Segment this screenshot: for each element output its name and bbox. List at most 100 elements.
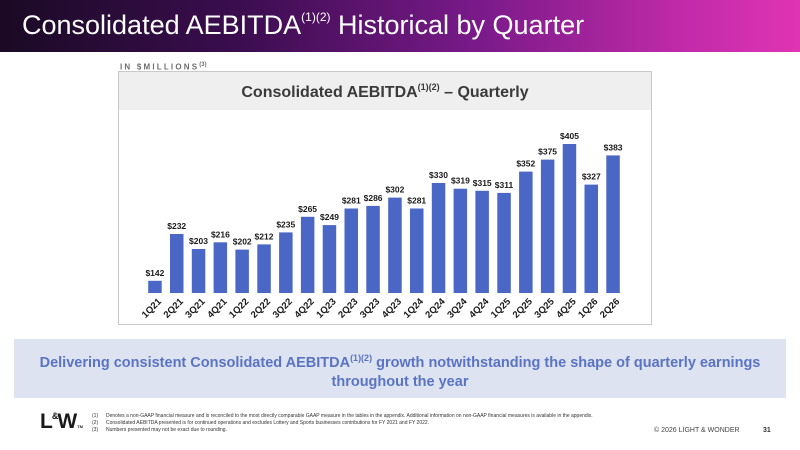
bar-1Q26 bbox=[584, 184, 598, 293]
bar-2Q23 bbox=[344, 208, 358, 293]
bar-1Q25 bbox=[497, 192, 511, 293]
tick-label-1Q24: 1Q24 bbox=[402, 296, 427, 321]
footnote-2: (2) Consolidated AEBITDA presented is for… bbox=[92, 420, 652, 427]
tick-labels-group: 1Q212Q213Q214Q211Q222Q223Q224Q221Q232Q23… bbox=[140, 296, 622, 321]
data-label-2Q21: $232 bbox=[167, 221, 186, 231]
banner-text-rest: growth notwithstanding the shape of quar… bbox=[331, 355, 761, 390]
tick-label-2Q23: 2Q23 bbox=[336, 296, 360, 320]
bar-2Q25 bbox=[519, 171, 533, 293]
copyright-text: © 2026 LIGHT & WONDER bbox=[654, 427, 740, 434]
tick-label-3Q21: 3Q21 bbox=[183, 296, 208, 321]
footnote-number: (2) bbox=[92, 420, 99, 426]
tick-label-4Q21: 4Q21 bbox=[205, 296, 230, 321]
banner-text-sup: (1)(2) bbox=[350, 353, 373, 363]
data-label-3Q23: $286 bbox=[364, 193, 383, 203]
data-label-2Q25: $352 bbox=[516, 159, 535, 169]
data-label-4Q25: $405 bbox=[560, 131, 579, 141]
footnote-number: (1) bbox=[92, 413, 99, 419]
tick-label-1Q26: 1Q26 bbox=[576, 296, 600, 320]
units-label-sup: (3) bbox=[199, 62, 207, 68]
bar-2Q24 bbox=[431, 183, 446, 293]
bar-3Q25 bbox=[540, 159, 555, 293]
data-label-2Q22: $212 bbox=[255, 231, 274, 241]
tick-label-2Q24: 2Q24 bbox=[423, 296, 448, 321]
tick-label-4Q24: 4Q24 bbox=[467, 296, 492, 321]
bar-2Q26 bbox=[606, 155, 620, 293]
bar-4Q24 bbox=[475, 190, 489, 293]
bar-1Q24 bbox=[410, 208, 424, 293]
bar-3Q23 bbox=[366, 205, 380, 293]
tick-label-1Q25: 1Q25 bbox=[489, 296, 514, 321]
data-label-1Q24: $281 bbox=[407, 196, 426, 206]
page-title-main: Consolidated AEBITDA bbox=[22, 10, 302, 40]
bar-1Q22 bbox=[235, 249, 249, 293]
tick-label-2Q21: 2Q21 bbox=[162, 296, 187, 321]
tick-label-3Q22: 3Q22 bbox=[271, 296, 295, 320]
logo-trademark: TM bbox=[77, 424, 83, 429]
logo-ampersand: & bbox=[51, 411, 59, 421]
footnote-number: (3) bbox=[92, 427, 99, 433]
data-label-3Q25: $375 bbox=[538, 147, 557, 157]
tick-label-3Q24: 3Q24 bbox=[445, 296, 470, 321]
banner-text: Delivering consistent Consolidated AEBIT… bbox=[14, 349, 786, 392]
tick-label-4Q23: 4Q23 bbox=[380, 296, 404, 320]
data-label-3Q21: $203 bbox=[189, 236, 208, 246]
footnote-3: (3) Numbers presented may not be exact du… bbox=[92, 427, 652, 434]
footnote-1: (1) Denotes a non-GAAP financial measure … bbox=[92, 413, 652, 420]
tick-label-1Q21: 1Q21 bbox=[140, 296, 165, 321]
data-labels-group: $142$232$203$216$202$212$235$265$249$281… bbox=[145, 131, 622, 278]
footnote-text: Numbers presented may not be exact due t… bbox=[106, 427, 227, 433]
page-title-rest: Historical by Quarter bbox=[330, 10, 585, 40]
units-label: IN $MILLIONS(3) bbox=[120, 62, 207, 72]
chart-title-sup: (1)(2) bbox=[417, 82, 440, 92]
bar-4Q25 bbox=[562, 144, 577, 293]
bar-4Q23 bbox=[388, 197, 402, 293]
logo-letter-l: L bbox=[40, 410, 53, 433]
bar-1Q21 bbox=[148, 280, 162, 293]
page-title-sup: (1)(2) bbox=[301, 10, 331, 24]
data-label-1Q22: $202 bbox=[233, 237, 252, 247]
data-label-4Q23: $302 bbox=[385, 185, 404, 195]
data-label-4Q22: $265 bbox=[298, 204, 317, 214]
footnote-text: Denotes a non-GAAP financial measure and… bbox=[106, 413, 593, 419]
data-label-3Q22: $235 bbox=[276, 219, 295, 229]
chart-title-bar: Consolidated AEBITDA(1)(2) – Quarterly bbox=[119, 72, 651, 110]
data-label-1Q23: $249 bbox=[320, 212, 339, 222]
tick-label-3Q25: 3Q25 bbox=[533, 296, 558, 321]
logo-letter-w: W bbox=[57, 410, 78, 433]
chart-title-rest: – Quarterly bbox=[439, 84, 529, 101]
page-title: Consolidated AEBITDA(1)(2) Historical by… bbox=[22, 10, 584, 41]
bar-chart: $142$232$203$216$202$212$235$265$249$281… bbox=[140, 131, 623, 321]
bar-1Q23 bbox=[322, 225, 337, 293]
summary-banner: Delivering consistent Consolidated AEBIT… bbox=[14, 339, 786, 398]
data-label-2Q24: $330 bbox=[429, 170, 448, 180]
bar-3Q21 bbox=[191, 249, 206, 293]
header-bar: Consolidated AEBITDA(1)(2) Historical by… bbox=[0, 0, 800, 52]
bar-3Q22 bbox=[279, 232, 293, 293]
data-label-4Q24: $315 bbox=[473, 178, 492, 188]
chart-panel: Consolidated AEBITDA(1)(2) – Quarterly $… bbox=[118, 71, 652, 325]
tick-label-2Q25: 2Q25 bbox=[511, 296, 536, 321]
data-label-2Q23: $281 bbox=[342, 196, 361, 206]
bar-2Q21 bbox=[170, 234, 184, 293]
tick-label-4Q22: 4Q22 bbox=[293, 296, 317, 320]
data-label-4Q21: $216 bbox=[211, 229, 230, 239]
bar-3Q24 bbox=[453, 188, 468, 293]
banner-text-main: Delivering consistent Consolidated AEBIT… bbox=[39, 355, 351, 371]
tick-label-1Q23: 1Q23 bbox=[314, 296, 338, 320]
data-label-1Q26: $327 bbox=[582, 172, 601, 182]
bar-4Q21 bbox=[213, 242, 228, 293]
data-label-1Q21: $142 bbox=[145, 268, 164, 278]
data-label-1Q25: $311 bbox=[495, 180, 514, 190]
company-logo: L&WTM bbox=[40, 410, 83, 434]
bar-4Q22 bbox=[300, 216, 315, 293]
tick-label-2Q26: 2Q26 bbox=[598, 296, 622, 320]
tick-label-3Q23: 3Q23 bbox=[358, 296, 382, 320]
page-number: 31 bbox=[763, 427, 771, 434]
units-label-text: IN $MILLIONS bbox=[120, 62, 200, 72]
footnote-text: Consolidated AEBITDA presented is for co… bbox=[106, 420, 430, 426]
footnotes: (1) Denotes a non-GAAP financial measure … bbox=[92, 413, 652, 434]
data-label-3Q24: $319 bbox=[451, 176, 470, 186]
tick-label-2Q22: 2Q22 bbox=[249, 296, 273, 320]
